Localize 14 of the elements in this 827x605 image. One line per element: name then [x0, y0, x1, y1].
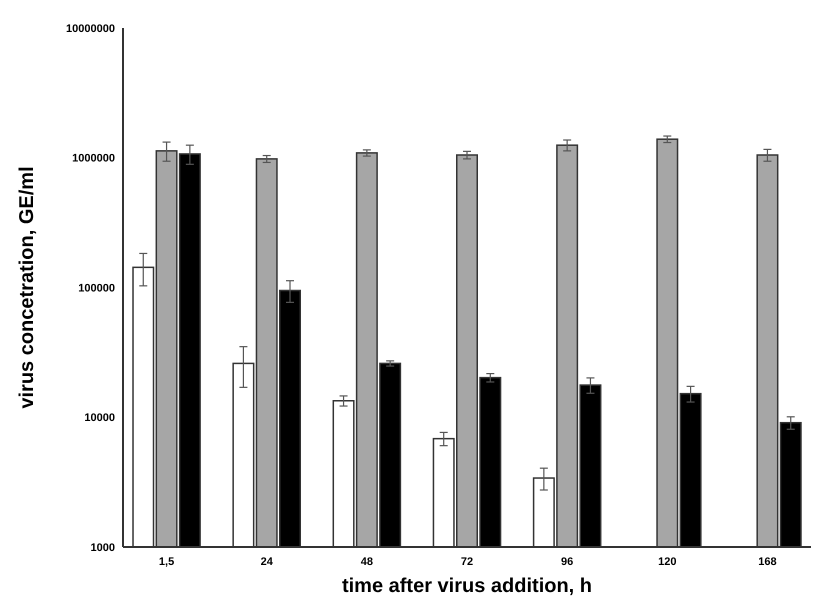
y-tick-label: 1000000	[72, 152, 115, 165]
y-tick-label: 100000	[78, 282, 115, 294]
y-axis-title: virus concetration, GE/ml	[16, 166, 38, 409]
x-tick-label: 96	[561, 556, 574, 568]
y-tick-label: 10000000	[66, 22, 115, 35]
y-tick-label: 10000	[84, 412, 115, 424]
y-tick-label: 1000	[90, 542, 115, 554]
x-tick-label: 1,5	[158, 556, 174, 568]
x-tick-label: 24	[260, 556, 274, 568]
x-tick-label: 72	[460, 556, 474, 568]
x-tick-label: 120	[658, 556, 676, 568]
x-axis-title: time after virus addition, h	[342, 575, 592, 597]
x-tick-label: 168	[758, 556, 777, 568]
x-tick-label: 48	[360, 556, 373, 568]
